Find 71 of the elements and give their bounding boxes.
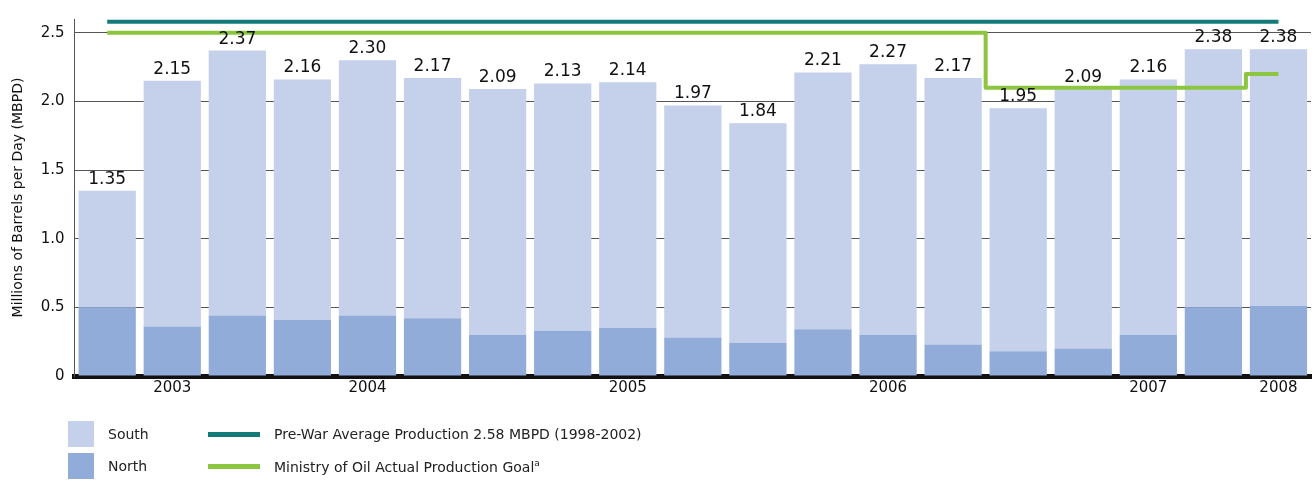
x-tick-label: 2008 <box>1259 377 1298 396</box>
bar <box>729 123 787 344</box>
total-label: 2.14 <box>608 59 647 80</box>
bar <box>1054 348 1112 376</box>
total-label: 2.27 <box>869 41 907 62</box>
bar <box>1119 334 1177 376</box>
bar <box>143 326 201 376</box>
total-label: 2.15 <box>153 57 192 78</box>
total-label: 2.16 <box>1129 56 1168 77</box>
y-tick-label: 0 <box>55 365 65 384</box>
bar <box>1184 307 1243 376</box>
total-label: 2.09 <box>478 65 517 86</box>
total-label: 2.16 <box>283 56 322 77</box>
bar <box>729 343 787 376</box>
total-label: 1.95 <box>999 85 1038 106</box>
bar <box>1184 49 1243 308</box>
bar <box>468 89 527 335</box>
bar <box>794 329 852 376</box>
y-tick-label: 0.5 <box>40 297 65 316</box>
bar <box>338 60 397 316</box>
y-tick-label: 1.5 <box>40 159 65 178</box>
total-label: 2.21 <box>804 49 842 70</box>
bar <box>859 64 917 335</box>
x-tick-label: 2006 <box>868 377 908 396</box>
y-tick-label: 2.5 <box>40 22 65 41</box>
total-label: 1.97 <box>673 82 712 103</box>
bar <box>78 307 136 376</box>
bar <box>273 319 332 376</box>
total-label: 1.84 <box>738 100 777 121</box>
total-label: 2.13 <box>543 60 582 81</box>
bar <box>143 80 201 327</box>
y-tick-label: 2.0 <box>40 91 65 110</box>
bar <box>599 327 657 376</box>
bar <box>664 105 722 338</box>
bar <box>273 79 332 320</box>
bar <box>208 50 266 316</box>
bar <box>534 83 592 331</box>
y-axis-title: Millions of Barrels per Day (MBPD) <box>9 77 26 318</box>
total-label: 2.17 <box>934 54 973 75</box>
bar <box>794 72 852 330</box>
x-tick-label: 2007 <box>1129 377 1168 396</box>
legend-label: Ministry of Oil Actual Production Goal$^{a}$ <box>274 457 540 475</box>
bar <box>664 337 722 376</box>
x-tick-label: 2005 <box>608 377 647 396</box>
bar <box>924 344 982 376</box>
legend-label: South <box>108 426 149 442</box>
y-tick-label: 1.0 <box>40 228 65 247</box>
legend-label: Pre-War Average Production 2.58 MBPD (1998-2002) <box>274 426 642 442</box>
bar <box>534 330 592 376</box>
bar <box>403 318 462 376</box>
total-label: 2.09 <box>1064 65 1103 86</box>
total-label: 2.30 <box>348 37 387 58</box>
bar <box>989 108 1047 352</box>
bar <box>1054 89 1112 349</box>
x-tick-label: 2004 <box>348 377 387 396</box>
bar <box>78 190 136 308</box>
bar <box>403 78 462 319</box>
bar <box>599 82 657 328</box>
bar <box>924 78 982 345</box>
bar <box>208 315 266 376</box>
bar <box>338 315 397 376</box>
legend-label: North <box>108 458 148 474</box>
x-tick-label: 2003 <box>153 377 192 396</box>
bar <box>1249 49 1308 306</box>
total-label: 2.17 <box>413 54 452 75</box>
bar <box>989 351 1047 376</box>
bar <box>1119 79 1177 335</box>
bar <box>468 334 527 376</box>
total-label: 1.35 <box>88 167 127 188</box>
bar <box>859 334 917 376</box>
bar <box>1249 305 1308 376</box>
